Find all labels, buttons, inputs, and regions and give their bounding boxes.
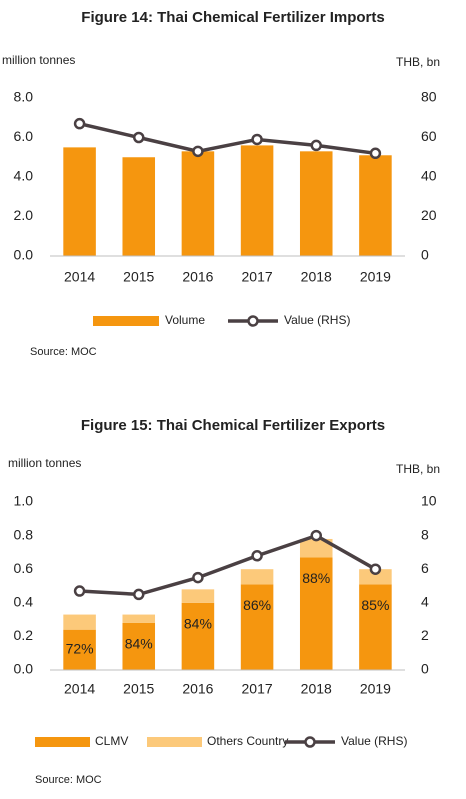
y-tick-label: 8.0 xyxy=(14,89,34,105)
y2-tick-label: 20 xyxy=(421,207,437,223)
line-point xyxy=(369,563,382,575)
line-point xyxy=(192,571,204,584)
y-tick-label: 0.0 xyxy=(14,247,34,263)
y2-axis-label: THB, bn xyxy=(396,55,440,69)
y2-tick-label: 40 xyxy=(421,168,437,184)
y-tick-label: 1.0 xyxy=(14,493,34,509)
y2-tick-label: 2 xyxy=(421,627,429,643)
x-tick-label: 2015 xyxy=(123,269,154,285)
y2-axis-label: THB, bn xyxy=(396,462,440,476)
bar xyxy=(359,569,392,585)
legend-swatch xyxy=(93,316,159,326)
share-label: 72% xyxy=(66,641,94,657)
bar xyxy=(122,614,156,623)
legend-label: Volume xyxy=(165,313,205,327)
source: Source: MOC xyxy=(30,346,97,358)
y-tick-label: 0.2 xyxy=(14,627,34,643)
y-tick-label: 4.0 xyxy=(14,168,34,184)
line-point xyxy=(251,133,263,146)
y2-tick-label: 10 xyxy=(421,493,437,509)
y2-tick-label: 4 xyxy=(421,594,429,610)
x-tick-label: 2015 xyxy=(123,681,154,697)
line-point xyxy=(133,588,145,601)
y-tick-label: 0.6 xyxy=(14,560,34,576)
bar xyxy=(63,629,96,670)
bar xyxy=(63,147,96,256)
x-tick-label: 2018 xyxy=(301,269,332,285)
bar xyxy=(122,622,156,670)
share-label: 84% xyxy=(125,636,153,652)
share-label: 86% xyxy=(243,597,271,613)
chart-title: Figure 15: Thai Chemical Fertilizer Expo… xyxy=(81,417,385,434)
legend-marker xyxy=(247,315,259,327)
line-point xyxy=(310,529,322,542)
bar xyxy=(299,538,333,558)
y2-tick-label: 8 xyxy=(421,526,429,542)
bar xyxy=(63,614,96,630)
line xyxy=(79,533,377,597)
bar xyxy=(359,584,392,670)
x-tick-label: 2016 xyxy=(182,681,213,697)
line-point xyxy=(73,585,86,597)
chart-title: Figure 14: Thai Chemical Fertilizer Impo… xyxy=(81,9,384,26)
x-tick-label: 2017 xyxy=(242,269,273,285)
y2-tick-label: 6 xyxy=(421,560,429,576)
y2-tick-label: 80 xyxy=(421,89,437,105)
bar xyxy=(299,151,333,256)
x-tick-label: 2019 xyxy=(360,681,391,697)
x-tick-label: 2018 xyxy=(301,681,332,697)
line-point xyxy=(369,147,382,160)
bar xyxy=(181,589,215,603)
legend-label: Others Country xyxy=(207,734,288,748)
y-tick-label: 0.4 xyxy=(14,594,34,610)
legend-label: CLMV xyxy=(95,734,128,748)
share-label: 84% xyxy=(184,616,212,632)
bar xyxy=(181,151,215,256)
legend-label: Value (RHS) xyxy=(341,734,407,748)
y2-tick-label: 0 xyxy=(421,247,429,263)
x-tick-label: 2016 xyxy=(182,269,213,285)
bar xyxy=(240,569,274,585)
bar xyxy=(240,145,274,256)
x-tick-label: 2019 xyxy=(360,269,391,285)
line-point xyxy=(192,145,204,158)
share-label: 88% xyxy=(302,570,330,586)
y-tick-label: 0.8 xyxy=(14,526,34,542)
x-tick-label: 2014 xyxy=(64,681,95,697)
line xyxy=(79,121,376,156)
x-tick-label: 2014 xyxy=(64,269,95,285)
x-tick-label: 2017 xyxy=(242,681,273,697)
legend-swatch xyxy=(35,737,90,747)
y-axis-label: million tonnes xyxy=(8,456,81,470)
y-tick-label: 6.0 xyxy=(14,128,34,144)
bar xyxy=(359,155,392,256)
legend-marker xyxy=(304,736,316,748)
legend-swatch xyxy=(147,737,202,747)
y2-tick-label: 0 xyxy=(421,661,429,677)
bar xyxy=(122,157,156,256)
bar xyxy=(240,584,274,670)
bar xyxy=(299,557,333,670)
line-point xyxy=(251,550,263,562)
y-axis-label: million tonnes xyxy=(2,53,75,67)
source: Source: MOC xyxy=(35,774,102,786)
line-point xyxy=(310,139,322,152)
line-point xyxy=(73,117,86,130)
bar xyxy=(181,602,215,670)
legend-label: Value (RHS) xyxy=(284,313,350,327)
line-point xyxy=(133,131,145,144)
y-tick-label: 0.0 xyxy=(14,661,34,677)
y2-tick-label: 60 xyxy=(421,128,437,144)
share-label: 85% xyxy=(361,597,389,613)
y-tick-label: 2.0 xyxy=(14,207,34,223)
